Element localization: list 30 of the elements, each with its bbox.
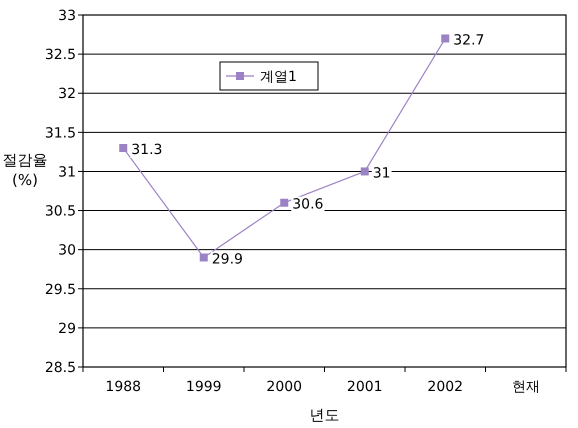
point [200, 253, 208, 262]
y-tick-label: 28.5 [44, 360, 76, 376]
x-tick-label: 2001 [346, 379, 383, 395]
data-label: 32.7 [453, 32, 484, 48]
y-tick-label: 31 [58, 164, 76, 180]
x-tick-label: 1999 [186, 379, 222, 395]
x-tick-label: 현재 [512, 379, 540, 395]
y-tick-label: 32 [58, 86, 76, 102]
x-tick-label: 2000 [266, 379, 302, 395]
y-tick-label: 31.5 [44, 125, 76, 142]
x-tick-label: 1988 [105, 379, 142, 395]
data-label: 30.6 [292, 196, 324, 213]
point [441, 34, 450, 42]
y-tick-label: 30.5 [44, 204, 76, 220]
data-label: 31.3 [131, 142, 162, 158]
y-tick-label: 32.5 [44, 47, 76, 64]
point [280, 198, 288, 207]
y-tick-label: 33 [58, 8, 76, 24]
y-tick-label: 30 [58, 242, 76, 259]
y-tick-label: 29 [58, 320, 76, 337]
point [119, 144, 128, 152]
y-tick-label: 29.5 [44, 282, 76, 298]
y-axis-title: 절감율 (%) [2, 150, 48, 190]
point [360, 167, 369, 176]
legend-label: 계열1 [260, 69, 297, 85]
x-axis-title: 년도 [310, 406, 340, 424]
x-tick-label: 2002 [427, 379, 464, 395]
data-label: 31 [372, 165, 391, 182]
legend: 계열1 [220, 62, 318, 90]
data-label: 29.9 [212, 251, 243, 268]
